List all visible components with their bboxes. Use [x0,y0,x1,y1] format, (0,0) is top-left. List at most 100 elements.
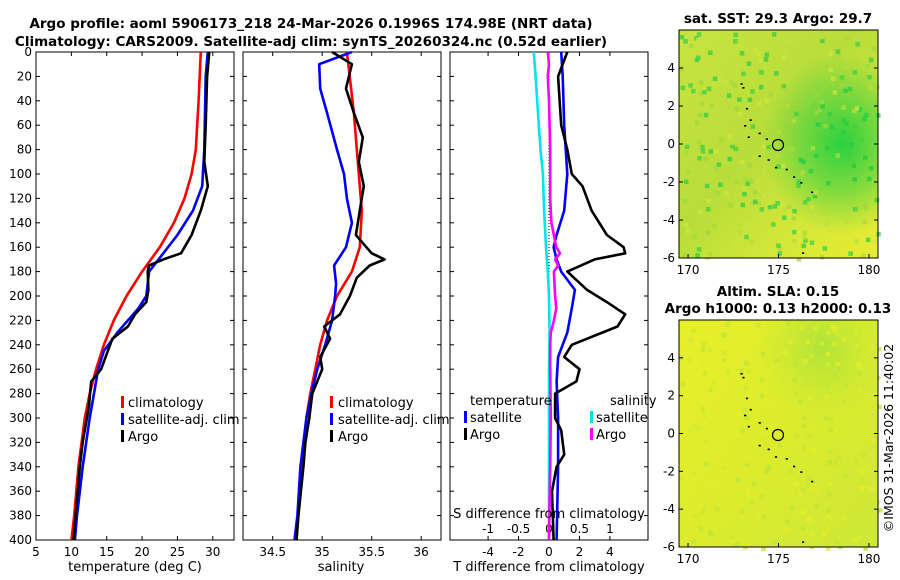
map-pixel [752,481,757,486]
map-pixel [734,179,739,184]
map-pixel [692,162,698,167]
map-pixel [740,202,745,208]
temperature-lines [70,51,211,541]
map-pixel [820,104,825,109]
map-pixel [822,531,827,536]
map-pixel [774,71,779,76]
map-pixel [854,458,860,463]
legend-label-argo: Argo [338,430,368,445]
map-pixel [843,473,848,478]
map-pixel [803,359,808,364]
map-pixel [715,506,720,512]
map-pixel [832,328,837,334]
depth-tick-label: 400 [9,533,32,547]
map-pixel [796,183,801,188]
map-pixel [858,328,863,334]
map-pixel [825,330,831,335]
map-pixel [792,208,797,214]
map-pixel [810,454,815,460]
map-pixel [763,57,769,62]
map-pixel [705,384,710,389]
map-pixel [858,535,863,540]
series-line-climatology [70,51,203,541]
salinity-lines [243,50,441,541]
map-pixel [784,43,789,48]
map-pixel [865,237,871,243]
map-pixel [688,435,693,440]
sla-map-pixels [679,321,883,552]
map-pixel [746,491,751,496]
map-pixel [703,254,709,259]
map-pixel [754,376,759,381]
map-pixel [730,144,735,150]
map-pixel [830,76,836,81]
map-pixel [877,346,882,352]
map-pixel [749,178,754,184]
map-pixel [679,477,685,482]
map-pixel [824,394,830,400]
map-pixel [695,37,701,43]
map-pixel [761,445,766,451]
island [802,541,805,543]
map-pixel [688,338,694,343]
map-pixel [758,85,764,90]
map-pixel [802,235,807,240]
map-pixel [809,204,815,210]
map-pixel [788,500,794,506]
map-pixel [866,485,871,491]
map-pixel [689,43,694,49]
map-pixel [812,340,817,346]
sla-map-high-region [679,320,878,547]
map-pixel [759,70,764,75]
map-pixel [865,64,870,69]
map-pixel [728,203,733,208]
legend-swatch-satellite [121,413,124,425]
depth-tick-label: 220 [9,313,32,327]
map-pixel [725,104,731,110]
map-pixel [768,92,774,98]
map-pixel [823,123,828,129]
map-pixel [862,116,867,122]
map-pixel [712,76,718,81]
map-pixel [792,238,797,244]
map-pixel [813,190,818,195]
map-pixel [776,409,782,415]
map-pixel [715,190,720,196]
map-pixel [760,352,766,357]
map-pixel [863,546,868,551]
map-pixel [764,469,770,474]
map-pixel [782,207,788,212]
map-pixel [827,460,833,465]
temperature-panel: 0 20 40 60 80 100 120 140 160 180 200 220 240 260 280 3… [9,45,240,575]
map-pixel [828,417,834,422]
series-line-satellite-adj-clim [73,51,210,541]
map-pixel [814,504,819,510]
map-pixel [852,124,858,129]
map-pixel [755,514,761,520]
map-pixel [789,469,795,475]
map-pixel [806,518,811,523]
sla-map-title: Altim. SLA: 0.15 [717,284,839,300]
depth-tick-label: 20 [17,69,32,83]
map-pixel [791,229,797,235]
map-pixel [815,122,821,127]
map-pixel [836,332,841,337]
difference-lines [450,51,648,541]
difference-panel: -4 -2 0 2 4 -1 -0.5 0 0.5 1 T difference from cl… [449,51,657,575]
island [765,138,768,140]
island [758,444,761,447]
map-pixel [753,199,758,204]
map-pixel [708,531,713,536]
map-pixel [729,79,734,85]
legend-swatch-climatology [330,396,333,408]
x-tick-label: 25 [170,545,185,559]
map-y-tick-label: -6 [663,251,675,265]
map-pixel [749,499,754,505]
map-pixel [683,150,689,156]
map-y-tick-label: 4 [667,61,675,75]
map-pixel [688,83,693,88]
map-pixel [868,85,873,91]
map-pixel [700,144,705,150]
map-y-tick-label: -4 [663,213,675,227]
map-pixel [740,429,746,434]
